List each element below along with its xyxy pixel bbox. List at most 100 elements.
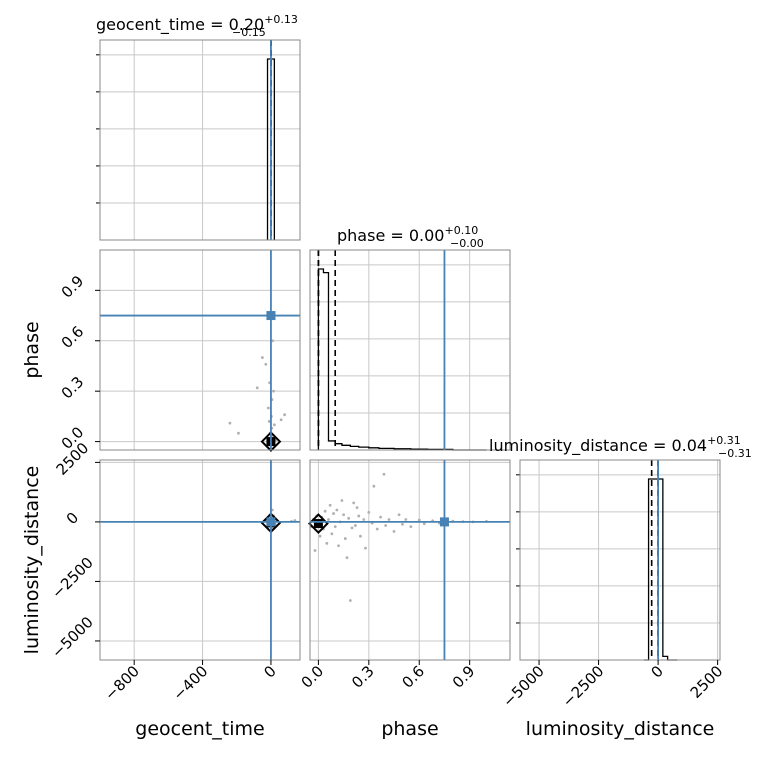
x-tick-label-luminosity-distance: −2500 bbox=[559, 662, 608, 711]
sample-point bbox=[379, 515, 382, 519]
title-luminosity-distance-plus: +0.31 bbox=[707, 434, 741, 447]
panel-frame-luminosity-distance-phase bbox=[309, 459, 511, 661]
x-tick-label-geocent-time: −800 bbox=[101, 662, 143, 704]
sample-point bbox=[422, 522, 426, 526]
sample-point bbox=[255, 386, 259, 390]
text-layer: geocent_time = 0.20+0.13 −0.15 phase = 0.… bbox=[21, 13, 752, 740]
panel-frame-luminosity-distance-luminosity-distance bbox=[519, 459, 721, 661]
sample-point bbox=[364, 546, 367, 550]
contour-diamond bbox=[307, 513, 329, 534]
sample-point bbox=[266, 406, 270, 410]
title-phase-plus: +0.10 bbox=[444, 224, 478, 237]
title-phase: phase = 0.00+0.10 −0.00 bbox=[337, 224, 484, 250]
panel-frame-phase-geocent-time bbox=[99, 249, 301, 451]
grid-luminosity-distance-geocent-time bbox=[100, 460, 300, 660]
sample-point bbox=[325, 541, 329, 545]
sample-point bbox=[345, 556, 349, 560]
sample-point bbox=[355, 506, 359, 510]
title-geocent-time: geocent_time = 0.20+0.13 −0.15 bbox=[96, 13, 298, 39]
panel-frame-phase-phase bbox=[309, 249, 511, 451]
sample-point bbox=[387, 518, 391, 521]
sample-point bbox=[267, 420, 271, 423]
x-tick-label-geocent-time: −400 bbox=[170, 662, 212, 704]
y-tick-label-phase: 0.9 bbox=[58, 272, 88, 302]
y-tick-label-phase: 0.3 bbox=[58, 373, 88, 403]
y-tick-label-phase: 0.6 bbox=[58, 322, 88, 352]
title-geocent-time-minus: −0.15 bbox=[232, 26, 266, 39]
sample-point bbox=[313, 549, 317, 552]
ylabel-phase: phase bbox=[21, 321, 43, 378]
sample-point bbox=[343, 537, 347, 540]
grid-phase-phase bbox=[310, 250, 510, 450]
x-tick-label-phase: 0.6 bbox=[398, 662, 428, 692]
sample-point bbox=[323, 509, 327, 513]
sample-point bbox=[375, 527, 379, 531]
sample-point bbox=[328, 503, 332, 507]
sample-point bbox=[404, 518, 408, 521]
grid-layer bbox=[100, 40, 720, 660]
sample-point bbox=[337, 544, 340, 548]
x-tick-label-luminosity-distance: 0 bbox=[647, 662, 666, 681]
y-tick-label-luminosity-distance: −2500 bbox=[48, 554, 97, 603]
sample-point bbox=[340, 499, 344, 502]
sample-point bbox=[318, 534, 322, 538]
sample-point bbox=[397, 513, 401, 517]
truth-marker bbox=[266, 311, 276, 321]
y-tick-label-luminosity-distance: −5000 bbox=[48, 613, 97, 662]
panel-frame-geocent-time-geocent-time bbox=[99, 39, 301, 241]
sample-point bbox=[342, 513, 346, 517]
sample-point bbox=[271, 339, 275, 343]
sample-point bbox=[417, 518, 421, 522]
sample-point bbox=[327, 518, 330, 521]
sample-point bbox=[352, 501, 356, 505]
sample-point bbox=[409, 525, 413, 529]
title-geocent-time-median: 0.20 bbox=[229, 15, 265, 34]
histogram-phase bbox=[317, 268, 487, 451]
title-luminosity-distance-median: 0.04 bbox=[671, 436, 707, 455]
title-phase-name: phase bbox=[337, 226, 385, 245]
grid-geocent-time-geocent-time bbox=[100, 40, 300, 240]
sample-point bbox=[350, 526, 354, 530]
xlabel-phase: phase bbox=[381, 718, 438, 740]
sample-point bbox=[367, 510, 371, 514]
density-peak-marker bbox=[313, 519, 323, 529]
sample-point bbox=[357, 514, 361, 518]
title-geocent-time-name: geocent_time bbox=[96, 15, 205, 35]
truth-marker bbox=[439, 517, 449, 527]
contour-diamond bbox=[260, 431, 282, 453]
sample-point bbox=[384, 524, 388, 527]
x-tick-label-phase: 0.9 bbox=[449, 662, 479, 692]
sample-point bbox=[353, 524, 357, 527]
grid-phase-geocent-time bbox=[100, 250, 300, 450]
title-luminosity-distance-name: luminosity_distance bbox=[489, 436, 648, 456]
grid-luminosity-distance-phase bbox=[310, 460, 510, 660]
title-luminosity-distance-minus: −0.31 bbox=[718, 447, 752, 460]
ylabel-luminosity-distance: luminosity_distance bbox=[21, 466, 43, 655]
y-tick-label-luminosity-distance: 2500 bbox=[53, 439, 93, 479]
title-geocent-time-plus: +0.13 bbox=[264, 13, 298, 26]
data-layer bbox=[100, 40, 678, 661]
histogram-luminosity-distance bbox=[643, 478, 678, 661]
x-tick-label-geocent-time: 0 bbox=[260, 662, 279, 681]
sample-point bbox=[333, 525, 337, 529]
sample-point bbox=[272, 423, 276, 427]
grid-luminosity-distance-luminosity-distance bbox=[520, 460, 720, 660]
xlabel-geocent-time: geocent_time bbox=[135, 718, 264, 740]
x-tick-label-luminosity-distance: 2500 bbox=[687, 662, 727, 702]
y-tick-label-luminosity-distance: 0 bbox=[63, 509, 82, 528]
sample-point bbox=[283, 413, 287, 417]
x-tick-label-phase: 0.0 bbox=[298, 662, 328, 692]
sample-point bbox=[348, 599, 352, 602]
sample-point bbox=[335, 508, 339, 512]
sample-point bbox=[228, 421, 232, 425]
frame-layer bbox=[95, 39, 721, 665]
sample-point bbox=[279, 418, 283, 422]
x-tick-label-phase: 0.3 bbox=[348, 662, 378, 692]
title-phase-median: 0.00 bbox=[409, 226, 445, 245]
sample-point bbox=[332, 512, 335, 515]
x-tick-label-luminosity-distance: −5000 bbox=[499, 662, 548, 711]
sample-point bbox=[347, 516, 351, 520]
sample-point bbox=[359, 534, 362, 538]
sample-point bbox=[330, 532, 334, 536]
